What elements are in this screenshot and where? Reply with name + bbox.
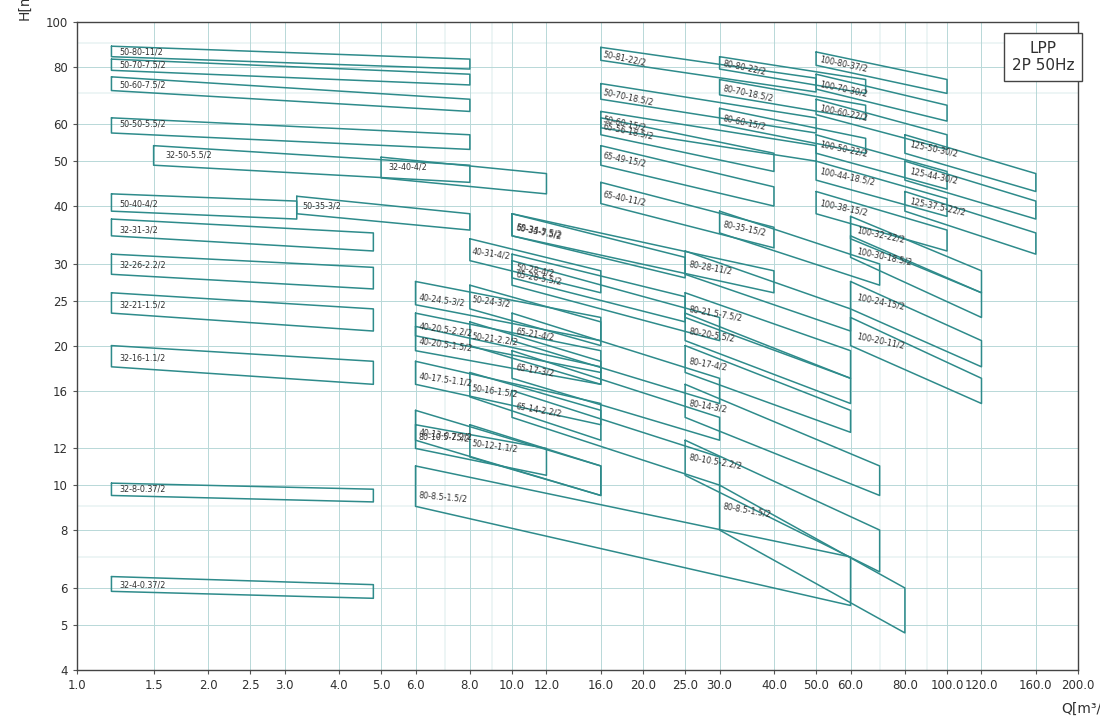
Text: 50-80-11/2: 50-80-11/2 [119, 48, 163, 56]
Text: 50-70-7.5/2: 50-70-7.5/2 [119, 60, 166, 70]
Text: 65-49-15/2: 65-49-15/2 [602, 150, 647, 168]
Text: 40-13-0.75/2: 40-13-0.75/2 [418, 428, 470, 444]
Text: 65-56-18.5/2: 65-56-18.5/2 [602, 122, 654, 141]
Text: 80-8.5-1.5/2: 80-8.5-1.5/2 [722, 502, 771, 519]
Text: 100-24-15/2: 100-24-15/2 [856, 292, 905, 311]
Text: 50-24-3/2: 50-24-3/2 [472, 294, 512, 309]
Text: 65-21-4/2: 65-21-4/2 [515, 327, 554, 342]
Text: 80-10.5-2.2/2: 80-10.5-2.2/2 [419, 433, 473, 441]
Text: 100-30-18.5/2: 100-30-18.5/2 [856, 246, 913, 267]
Text: 125-44-30/2: 125-44-30/2 [909, 167, 958, 186]
Text: 32-26-2.2/2: 32-26-2.2/2 [119, 261, 166, 270]
Text: 50-40-4/2: 50-40-4/2 [119, 199, 158, 208]
Text: 40-17.5-1.1/2: 40-17.5-1.1/2 [418, 372, 473, 388]
Text: 32-31-3/2: 32-31-3/2 [119, 225, 158, 235]
Text: 50-21-2.2/2: 50-21-2.2/2 [472, 331, 519, 347]
Text: 50-12-1.1/2: 50-12-1.1/2 [472, 439, 519, 454]
Text: 50-81-22/2: 50-81-22/2 [602, 50, 647, 68]
Text: 100-32-22/2: 100-32-22/2 [856, 225, 905, 245]
Text: 50-60-7.5/2: 50-60-7.5/2 [119, 81, 166, 89]
Text: 80-10.5-2.2/2: 80-10.5-2.2/2 [689, 453, 743, 471]
Text: 80-21.5-7.5/2: 80-21.5-7.5/2 [689, 305, 743, 323]
Text: 100-38-15/2: 100-38-15/2 [818, 199, 869, 218]
Text: 32-21-1.5/2: 32-21-1.5/2 [119, 300, 166, 310]
Text: 80-80-22/2: 80-80-22/2 [722, 58, 767, 76]
Text: 125-37.5-22/2: 125-37.5-22/2 [909, 197, 966, 217]
Text: 40-20.5-2.2/2: 40-20.5-2.2/2 [418, 322, 473, 338]
Text: 32-50-5.5/2: 32-50-5.5/2 [166, 150, 212, 160]
Text: 80-14-3/2: 80-14-3/2 [689, 399, 728, 415]
X-axis label: Q[m³/h]: Q[m³/h] [1060, 702, 1100, 716]
Text: 32-16-1.1/2: 32-16-1.1/2 [119, 354, 165, 363]
Text: 32-8-0.37/2: 32-8-0.37/2 [119, 485, 165, 494]
Text: 50-50-5.5/2: 50-50-5.5/2 [119, 120, 166, 129]
Text: 50-70-18.5/2: 50-70-18.5/2 [602, 88, 654, 107]
Text: 40-31-4/2: 40-31-4/2 [472, 246, 512, 261]
Text: 40-20.5-1.5/2: 40-20.5-1.5/2 [418, 336, 473, 353]
Text: LPP
2P 50Hz: LPP 2P 50Hz [1012, 41, 1075, 73]
Text: 65-28-5.5/2: 65-28-5.5/2 [515, 270, 562, 287]
Text: 100-20-11/2: 100-20-11/2 [856, 331, 905, 351]
Text: 100-44-18.5/2: 100-44-18.5/2 [818, 167, 876, 188]
Text: 40-24.5-3/2: 40-24.5-3/2 [418, 292, 465, 307]
Text: 50-60-15/2: 50-60-15/2 [602, 115, 647, 133]
Y-axis label: H[m]: H[m] [18, 0, 32, 19]
Text: 100-70-30/2: 100-70-30/2 [818, 79, 869, 98]
Text: 80-28-11/2: 80-28-11/2 [689, 259, 733, 276]
Text: 80-20-5.5/2: 80-20-5.5/2 [689, 327, 736, 343]
Text: 80-17-4/2: 80-17-4/2 [689, 357, 728, 372]
Text: 65-14-2.2/2: 65-14-2.2/2 [515, 402, 562, 419]
Text: 65-35-7.5/2: 65-35-7.5/2 [515, 223, 562, 241]
Text: 80-35-15/2: 80-35-15/2 [722, 220, 767, 238]
Text: 125-50-30/2: 125-50-30/2 [909, 140, 958, 158]
Text: 65-17-3/2: 65-17-3/2 [515, 362, 554, 378]
Text: 100-60-22/2: 100-60-22/2 [818, 104, 869, 123]
Text: 100-80-37/2: 100-80-37/2 [818, 55, 869, 73]
Text: 50-34-5.5/2: 50-34-5.5/2 [515, 222, 562, 240]
Text: 80-8.5-1.5/2: 80-8.5-1.5/2 [418, 491, 468, 504]
Text: 32-40-4/2: 32-40-4/2 [388, 163, 427, 172]
Text: 50-28-4/2: 50-28-4/2 [515, 263, 554, 279]
Text: 100-50-22/2: 100-50-22/2 [818, 140, 869, 158]
Text: 32-4-0.37/2: 32-4-0.37/2 [119, 580, 165, 589]
Text: 65-40-11/2: 65-40-11/2 [602, 189, 647, 207]
Text: 50-16-1.5/2: 50-16-1.5/2 [472, 384, 519, 399]
Text: 80-60-15/2: 80-60-15/2 [722, 114, 767, 131]
Text: 50-35-3/2: 50-35-3/2 [302, 202, 341, 210]
Text: 80-70-18.5/2: 80-70-18.5/2 [722, 84, 774, 103]
